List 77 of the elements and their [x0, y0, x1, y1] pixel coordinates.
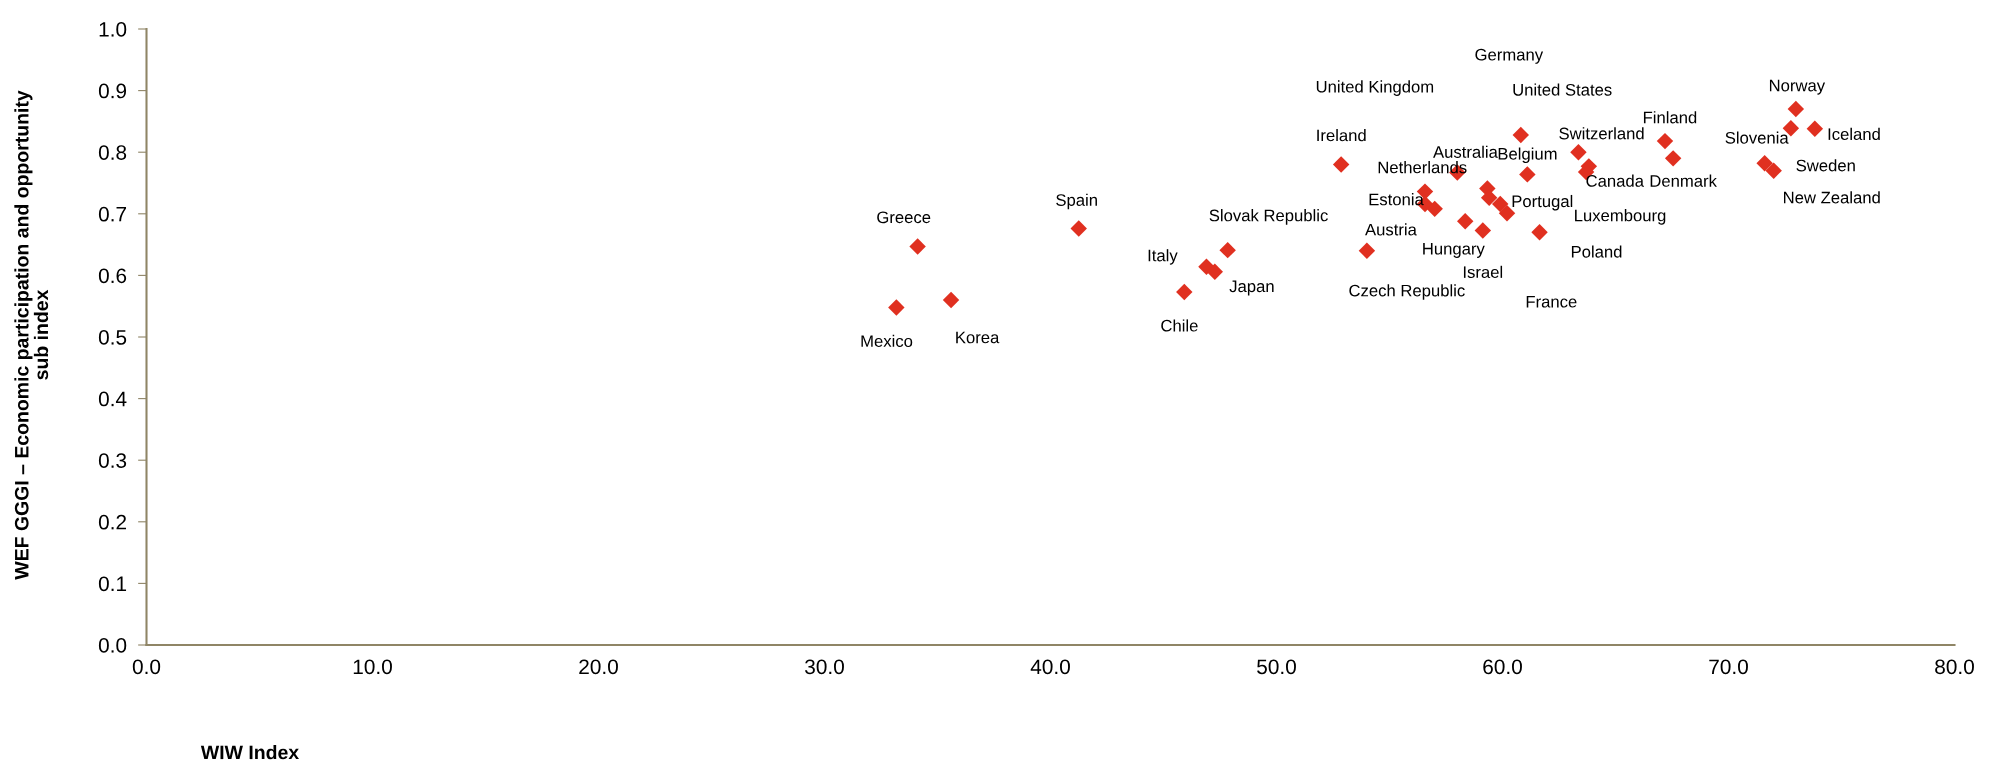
annotation: United Kingdom — [1316, 80, 1434, 96]
point — [1358, 242, 1376, 259]
point — [1765, 162, 1782, 179]
x-tick-label: 50.0 — [1257, 659, 1296, 675]
x-tick-label: 60.0 — [1483, 659, 1522, 675]
annotation: Chile — [1161, 319, 1198, 332]
point — [1656, 132, 1674, 150]
point — [1176, 283, 1193, 301]
point — [1332, 156, 1350, 173]
x-axis-title: WIW Index — [200, 745, 300, 760]
y-tick-label: 0.7 — [98, 206, 127, 222]
annotation: Slovenia — [1725, 131, 1789, 144]
y-tick-label: 0.5 — [98, 330, 127, 345]
point — [1570, 143, 1587, 161]
y-tick-label: 0.9 — [98, 83, 127, 99]
annotation: New Zealand — [1784, 191, 1880, 204]
point — [1219, 241, 1236, 259]
point — [1787, 100, 1805, 118]
annotation: Portugal — [1512, 194, 1573, 211]
x-tick-label: 10.0 — [353, 659, 392, 675]
annotation: Germany — [1475, 48, 1544, 64]
annotation: Iceland — [1828, 127, 1880, 141]
y-tick-label: 1.0 — [99, 22, 127, 37]
x-tick-label: 30.0 — [805, 659, 844, 675]
annotation: France — [1526, 295, 1577, 308]
point — [1756, 155, 1773, 172]
y-tick-label: 0.3 — [98, 453, 127, 468]
y-tick-label: 0.8 — [98, 145, 127, 160]
x-tick-label: 40.0 — [1030, 659, 1070, 675]
y-tick-label: 0.4 — [98, 391, 127, 407]
annotation: Australia — [1433, 145, 1498, 158]
annotation: Switzerland — [1559, 127, 1644, 140]
annotation: Netherlands — [1378, 161, 1467, 174]
point — [1664, 150, 1682, 167]
point — [909, 238, 926, 255]
point — [942, 291, 960, 309]
annotation: Finland — [1643, 111, 1697, 124]
x-tick-label: 20.0 — [579, 659, 618, 675]
point — [1806, 120, 1824, 138]
point — [1531, 224, 1548, 241]
point — [1456, 212, 1474, 230]
annotation: Norway — [1769, 79, 1826, 95]
annotation: United States — [1513, 83, 1612, 96]
annotation: Israel — [1463, 265, 1503, 279]
point — [1512, 126, 1530, 144]
annotation: Greece — [877, 211, 931, 224]
point — [1474, 222, 1492, 239]
annotation: Denmark — [1650, 174, 1717, 187]
point — [888, 299, 905, 316]
x-tick-label: 70.0 — [1709, 659, 1748, 675]
annotation: Austria — [1365, 223, 1417, 236]
annotation: Ireland — [1317, 129, 1366, 142]
annotation: Sweden — [1796, 159, 1855, 172]
point — [1492, 195, 1509, 213]
y-axis-title: WEF GGGI – Economic participation and opportunity sub index — [14, 90, 49, 580]
annotation: Czech Republic — [1349, 284, 1465, 300]
y-tick-label: 0.2 — [98, 514, 127, 530]
annotation: Italy — [1148, 249, 1178, 265]
annotation: Hungary — [1423, 242, 1485, 258]
annotation: Spain — [1056, 193, 1097, 210]
annotation: Mexico — [861, 334, 913, 348]
x-tick-label: 0.0 — [132, 659, 161, 675]
annotation: Poland — [1571, 245, 1622, 258]
point — [1519, 166, 1536, 183]
annotation: Korea — [956, 331, 1000, 344]
point — [1206, 263, 1224, 280]
annotation: Luxembourg — [1575, 209, 1666, 225]
annotation: Slovak Republic — [1209, 209, 1328, 225]
annotation: Japan — [1229, 280, 1274, 296]
point — [1426, 200, 1443, 218]
x-tick-label: 80.0 — [1935, 659, 1974, 675]
annotation: Belgium — [1498, 147, 1557, 164]
point — [1070, 220, 1087, 237]
y-tick-label: 0.1 — [98, 576, 127, 592]
annotation: Canada — [1586, 174, 1644, 187]
y-tick-label: 0.6 — [98, 268, 127, 284]
y-tick-label: 0.0 — [98, 638, 127, 653]
